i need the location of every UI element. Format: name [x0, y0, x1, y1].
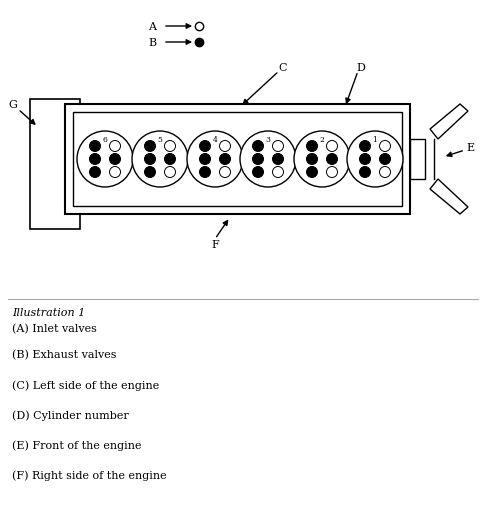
Bar: [65, 105, 410, 215]
Circle shape: [273, 141, 283, 152]
Text: (D) Cylinder number: (D) Cylinder number: [12, 409, 129, 420]
Circle shape: [252, 141, 263, 152]
Text: F: F: [211, 239, 219, 249]
Bar: [73, 113, 402, 207]
Circle shape: [306, 141, 318, 152]
Text: 5: 5: [158, 136, 163, 144]
Circle shape: [359, 141, 371, 152]
Circle shape: [273, 167, 283, 178]
Circle shape: [240, 132, 296, 188]
Circle shape: [220, 154, 230, 165]
Circle shape: [306, 167, 318, 178]
Circle shape: [252, 167, 263, 178]
Bar: [30, 100, 80, 230]
Text: (E) Front of the engine: (E) Front of the engine: [12, 439, 142, 449]
Circle shape: [273, 154, 283, 165]
Circle shape: [110, 141, 120, 152]
Circle shape: [306, 154, 318, 165]
Circle shape: [90, 154, 100, 165]
Text: A: A: [148, 22, 156, 32]
Bar: [410, 140, 425, 180]
Text: 2: 2: [319, 136, 324, 144]
Circle shape: [379, 167, 391, 178]
Text: 3: 3: [265, 136, 270, 144]
Circle shape: [187, 132, 243, 188]
Text: 4: 4: [212, 136, 217, 144]
Text: E: E: [466, 143, 474, 153]
Circle shape: [145, 141, 155, 152]
Circle shape: [132, 132, 188, 188]
Text: 6: 6: [103, 136, 108, 144]
Circle shape: [165, 141, 175, 152]
Circle shape: [326, 141, 337, 152]
Circle shape: [379, 141, 391, 152]
Text: Illustration 1: Illustration 1: [12, 308, 85, 317]
Text: D: D: [356, 63, 365, 73]
Circle shape: [220, 167, 230, 178]
Circle shape: [200, 154, 210, 165]
Text: 1: 1: [373, 136, 377, 144]
Circle shape: [110, 167, 120, 178]
Circle shape: [359, 154, 371, 165]
Circle shape: [200, 141, 210, 152]
Circle shape: [145, 154, 155, 165]
Text: (F) Right side of the engine: (F) Right side of the engine: [12, 469, 167, 480]
Circle shape: [252, 154, 263, 165]
Circle shape: [165, 154, 175, 165]
Polygon shape: [430, 105, 468, 140]
Text: (C) Left side of the engine: (C) Left side of the engine: [12, 379, 159, 390]
Circle shape: [110, 154, 120, 165]
Text: G: G: [8, 100, 17, 110]
Text: B: B: [148, 38, 156, 48]
Text: C: C: [278, 63, 286, 73]
Circle shape: [165, 167, 175, 178]
Text: (B) Exhaust valves: (B) Exhaust valves: [12, 349, 116, 360]
Circle shape: [200, 167, 210, 178]
Circle shape: [359, 167, 371, 178]
Circle shape: [77, 132, 133, 188]
Circle shape: [90, 167, 100, 178]
Circle shape: [326, 167, 337, 178]
Polygon shape: [430, 180, 468, 215]
Circle shape: [379, 154, 391, 165]
Text: (A) Inlet valves: (A) Inlet valves: [12, 323, 97, 334]
Circle shape: [294, 132, 350, 188]
Circle shape: [326, 154, 337, 165]
Circle shape: [347, 132, 403, 188]
Circle shape: [90, 141, 100, 152]
Circle shape: [145, 167, 155, 178]
Circle shape: [220, 141, 230, 152]
